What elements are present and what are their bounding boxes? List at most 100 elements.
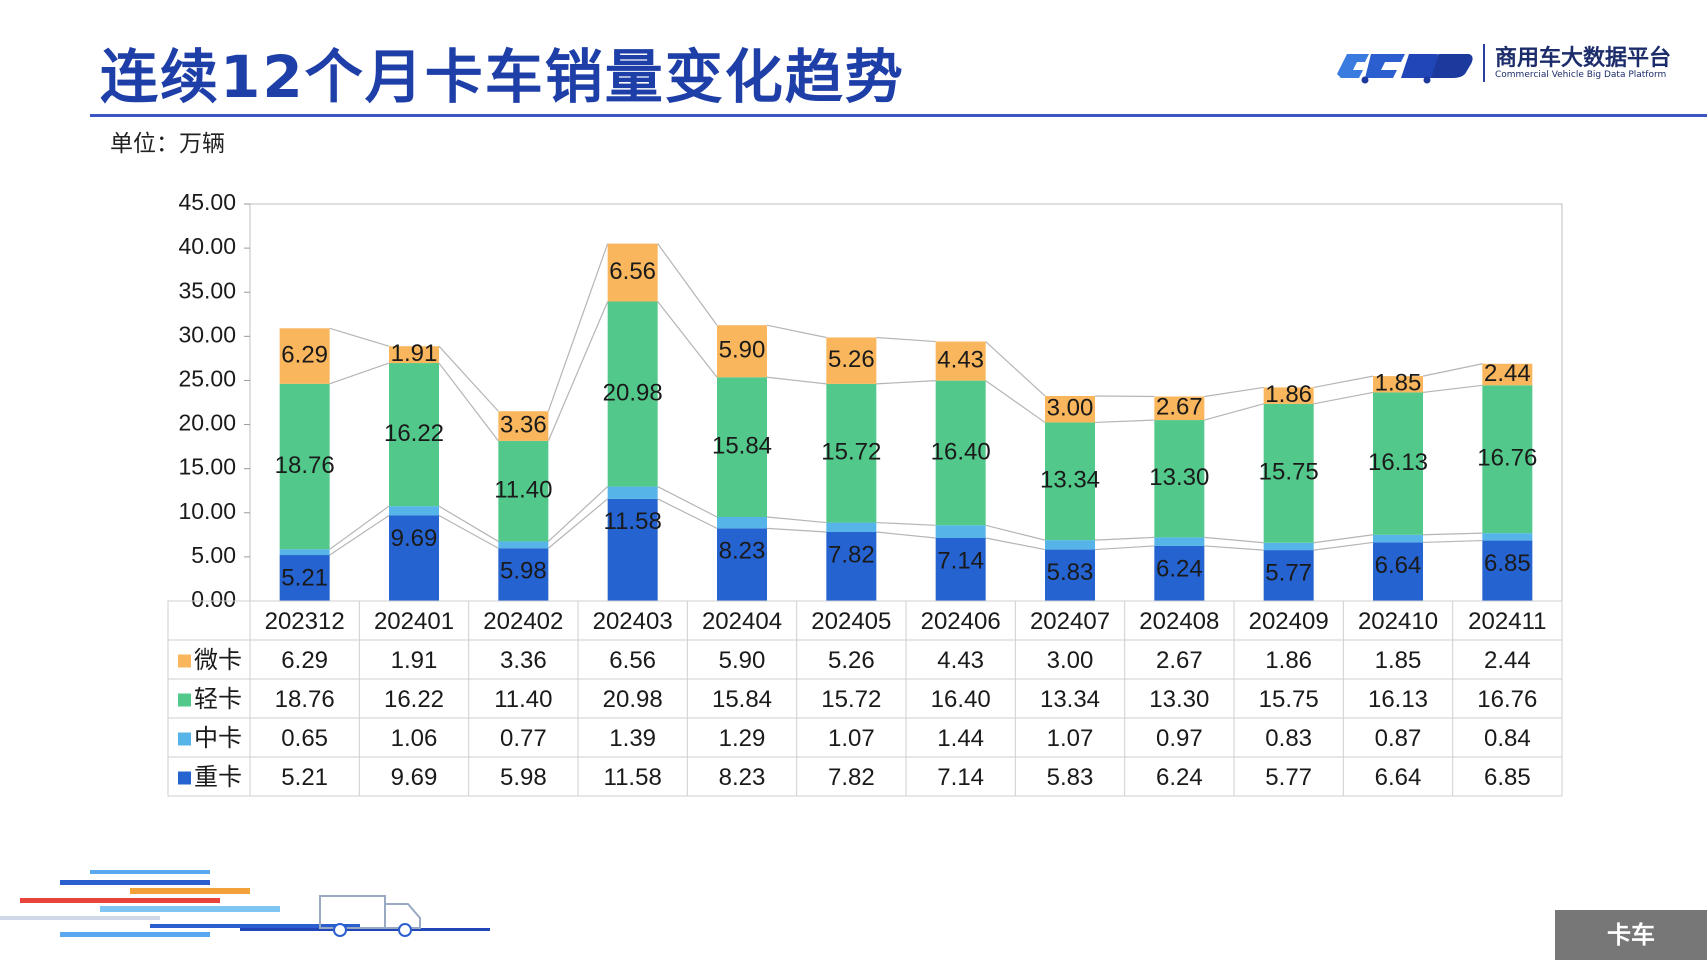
series-line <box>548 487 607 542</box>
table-cell: 15.84 <box>712 686 772 713</box>
series-line <box>1095 396 1154 397</box>
series-line <box>986 538 1045 550</box>
series-line <box>1423 533 1482 535</box>
data-label: 8.23 <box>719 538 766 565</box>
y-tick-label: 5.00 <box>191 542 236 568</box>
x-category-label: 202407 <box>1030 608 1110 635</box>
table-cell: 1.06 <box>391 725 438 752</box>
series-line <box>876 532 935 538</box>
table-cell: 5.90 <box>719 647 766 674</box>
series-line <box>876 337 935 341</box>
data-label: 4.43 <box>937 346 984 373</box>
series-line <box>548 244 607 412</box>
data-label: 3.36 <box>500 411 547 438</box>
data-label: 5.21 <box>281 564 328 591</box>
x-category-label: 202402 <box>483 608 563 635</box>
table-cell: 5.26 <box>828 647 875 674</box>
data-label: 2.44 <box>1484 360 1531 387</box>
series-line <box>986 381 1045 423</box>
bar-segment <box>1482 533 1532 540</box>
table-cell: 18.76 <box>275 686 335 713</box>
data-label: 6.56 <box>609 258 656 285</box>
data-label: 15.72 <box>821 439 881 466</box>
table-cell: 6.29 <box>281 647 328 674</box>
x-category-label: 202408 <box>1139 608 1219 635</box>
series-line <box>767 517 826 523</box>
y-tick-label: 10.00 <box>178 498 236 524</box>
footer-truck-illustration <box>0 868 490 960</box>
table-cell: 1.86 <box>1265 647 1312 674</box>
table-cell: 5.21 <box>281 764 328 791</box>
series-line <box>876 381 935 384</box>
series-line <box>767 528 826 532</box>
table-cell: 15.75 <box>1259 686 1319 713</box>
series-line <box>1204 537 1263 542</box>
series-line <box>1423 385 1482 392</box>
table-cell: 1.07 <box>1047 725 1094 752</box>
series-line <box>439 506 498 541</box>
table-cell: 7.14 <box>937 764 984 791</box>
table-cell: 9.69 <box>391 764 438 791</box>
y-tick-label: 45.00 <box>178 189 236 215</box>
bar-segment <box>1264 543 1314 550</box>
series-line <box>330 363 389 384</box>
x-category-label: 202404 <box>702 608 782 635</box>
data-label: 9.69 <box>391 525 438 552</box>
table-cell: 0.65 <box>281 725 328 752</box>
series-line <box>986 525 1045 540</box>
table-cell: 6.64 <box>1375 764 1422 791</box>
series-line <box>1095 420 1154 422</box>
table-cell: 15.72 <box>821 686 881 713</box>
bar-segment <box>1373 535 1423 543</box>
series-line <box>986 342 1045 396</box>
series-line <box>1314 392 1373 403</box>
table-cell: 16.22 <box>384 686 444 713</box>
data-label: 16.22 <box>384 420 444 447</box>
series-line <box>330 506 389 549</box>
legend-swatch <box>178 772 191 785</box>
data-label: 16.76 <box>1477 445 1537 472</box>
series-line <box>1204 404 1263 420</box>
data-label: 6.85 <box>1484 550 1531 577</box>
data-label: 6.24 <box>1156 555 1203 582</box>
table-cell: 13.30 <box>1149 686 1209 713</box>
bar-segment <box>717 517 767 528</box>
table-cell: 5.98 <box>500 764 547 791</box>
series-line <box>1095 546 1154 550</box>
table-cell: 0.97 <box>1156 725 1203 752</box>
x-category-label: 202405 <box>811 608 891 635</box>
data-label: 5.98 <box>500 558 547 585</box>
legend-label: 微卡 <box>194 647 242 674</box>
bar-segment <box>608 487 658 499</box>
data-label: 20.98 <box>603 379 663 406</box>
series-line <box>876 523 935 526</box>
data-label: 2.67 <box>1156 394 1203 421</box>
table-cell: 8.23 <box>719 764 766 791</box>
table-cell: 1.29 <box>719 725 766 752</box>
bar-segment <box>1045 540 1095 549</box>
table-cell: 0.87 <box>1375 725 1422 752</box>
data-label: 11.40 <box>494 477 552 504</box>
series-line <box>1423 541 1482 543</box>
series-line <box>1095 537 1154 540</box>
series-line <box>439 516 498 549</box>
data-label: 18.76 <box>275 452 335 479</box>
bar-segment <box>498 541 548 548</box>
table-cell: 16.40 <box>931 686 991 713</box>
data-label: 13.30 <box>1149 464 1209 491</box>
plot-frame <box>250 204 1562 601</box>
data-label: 5.26 <box>828 346 875 373</box>
y-tick-label: 35.00 <box>178 277 236 303</box>
series-line <box>658 499 717 529</box>
table-cell: 3.36 <box>500 647 547 674</box>
bar-segment <box>389 506 439 515</box>
table-cell: 2.67 <box>1156 647 1203 674</box>
legend-label: 轻卡 <box>194 686 242 713</box>
table-cell: 11.40 <box>494 686 552 713</box>
data-label: 5.90 <box>719 337 766 364</box>
x-category-label: 202409 <box>1249 608 1329 635</box>
table-cell: 16.13 <box>1368 686 1428 713</box>
y-tick-label: 20.00 <box>178 410 236 436</box>
table-cell: 6.85 <box>1484 764 1531 791</box>
